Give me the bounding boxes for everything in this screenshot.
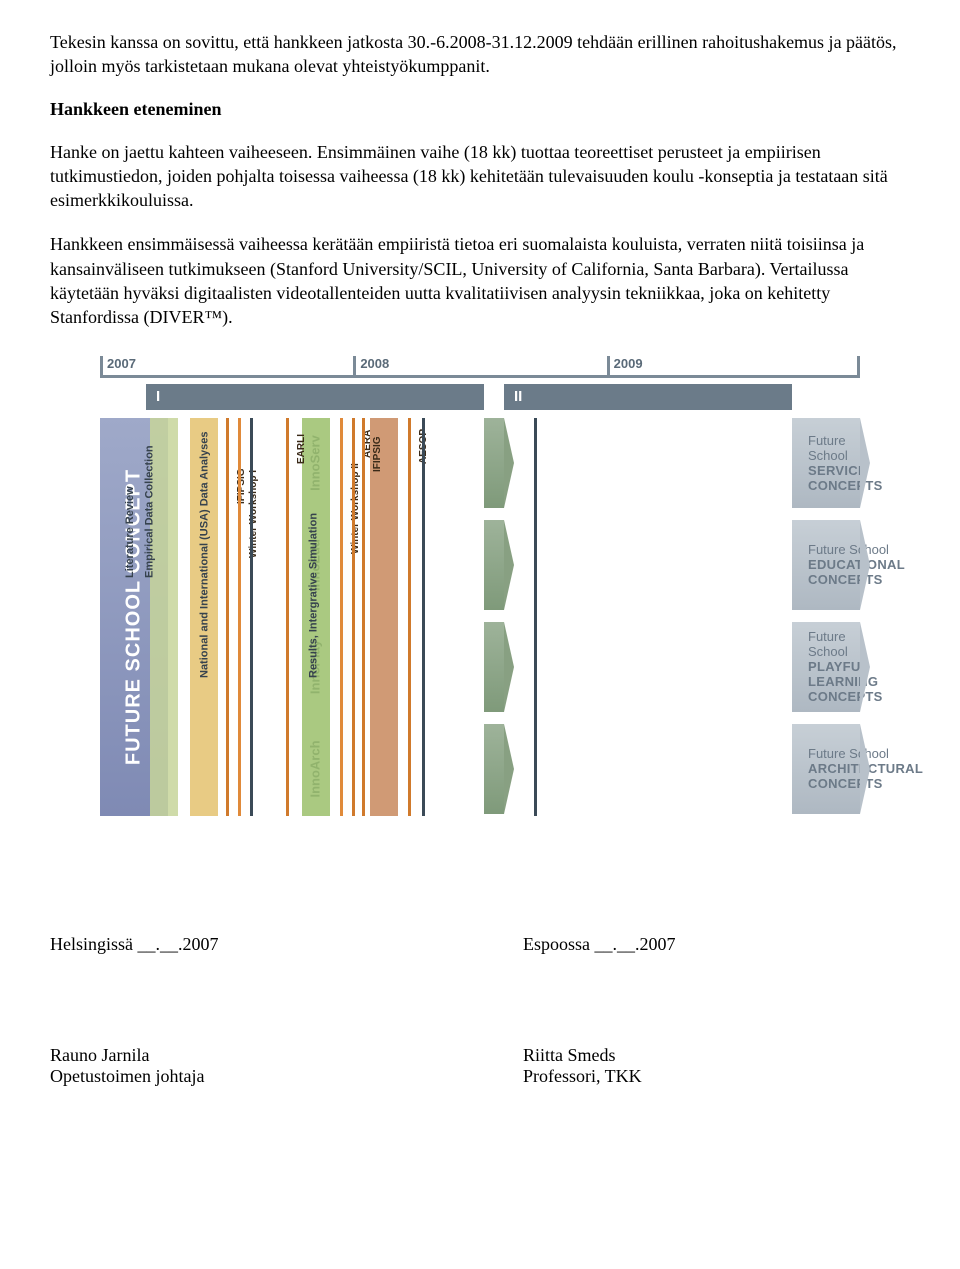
- timeline-diagram: 2007 2008 2009 I II InnoServ Future Scho…: [100, 350, 860, 814]
- phase-1-label: I: [146, 384, 484, 410]
- signature-city-right: Espoossa __.__.2007: [523, 934, 910, 955]
- section-heading: Hankkeen eteneminen: [50, 99, 910, 120]
- phase1-innoedu: [484, 520, 504, 610]
- signature-city-left: Helsingissä __.__.2007: [50, 934, 523, 955]
- year-axis: 2007 2008 2009: [100, 350, 860, 378]
- phase2-innoarch: Future School ARCHITECTURAL CONCEPTS: [792, 724, 860, 814]
- year-2009: 2009: [607, 356, 860, 375]
- para-method: Hankkeen ensimmäisessä vaiheessa kerätää…: [50, 232, 910, 329]
- signature-block: Helsingissä __.__.2007 Espoossa __.__.20…: [50, 934, 910, 1087]
- phase1-innoplay: [484, 622, 504, 712]
- track-innoedu: InnoEdu: [146, 520, 484, 610]
- track-innoplay: InnoPlay: [146, 622, 484, 712]
- phase2-innoedu: Future School EDUCATIONAL CONCEPTS: [792, 520, 860, 610]
- phase2-innoserv: Future School SERVICE CONCEPTS: [792, 418, 860, 508]
- para-phases: Hanke on jaettu kahteen vaiheeseen. Ensi…: [50, 140, 910, 213]
- year-2007: 2007: [100, 356, 353, 375]
- signature-name-left: Rauno Jarnila: [50, 1045, 523, 1066]
- signature-title-right: Professori, TKK: [523, 1066, 910, 1087]
- phase-strip: I II: [100, 384, 860, 410]
- signature-title-left: Opetustoimen johtaja: [50, 1066, 523, 1087]
- track-innoserv: InnoServ: [146, 418, 484, 508]
- signature-name-right: Riitta Smeds: [523, 1045, 910, 1066]
- track-innoarch: InnoArch: [146, 724, 484, 814]
- phase1-innoarch: [484, 724, 504, 814]
- phase1-innoserv: [484, 418, 504, 508]
- chart-grid: InnoServ Future School SERVICE CONCEPTS …: [100, 418, 860, 814]
- year-2008: 2008: [353, 356, 606, 375]
- phase2-innoplay: Future School PLAYFUL LEARNING CONCEPTS: [792, 622, 860, 712]
- phase-2-label: II: [504, 384, 792, 410]
- para-intro: Tekesin kanssa on sovittu, että hankkeen…: [50, 30, 910, 79]
